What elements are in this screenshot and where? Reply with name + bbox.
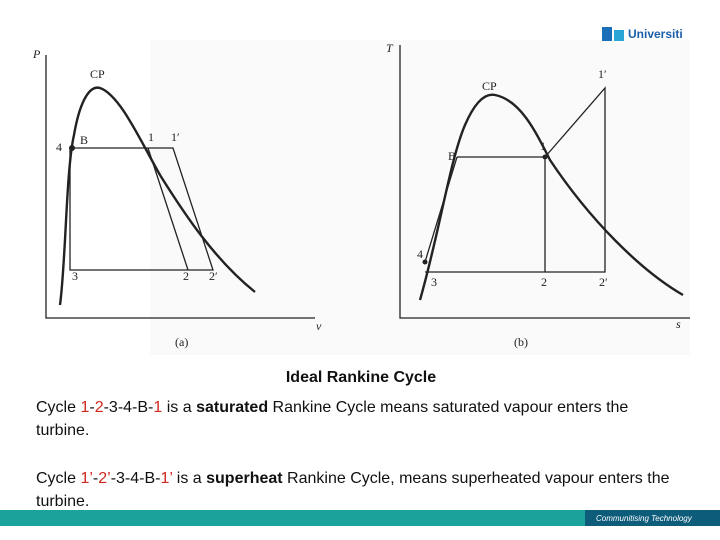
diagram-label: 2′ bbox=[209, 269, 218, 283]
logo-icon bbox=[614, 30, 624, 41]
cycle-superheat bbox=[69, 147, 214, 271]
text-segment: 1 bbox=[153, 399, 163, 416]
text-segment: is a bbox=[162, 399, 197, 416]
text-segment: - bbox=[92, 470, 99, 487]
caption-title: Ideal Rankine Cycle bbox=[285, 369, 437, 386]
diagram-label: 1 bbox=[148, 130, 154, 144]
text-segment: is a bbox=[172, 470, 207, 487]
axes bbox=[399, 45, 690, 319]
saturation-dome bbox=[58, 86, 256, 306]
pump-line bbox=[424, 156, 458, 263]
text-segment: superheat bbox=[206, 470, 283, 487]
diagram-label: 3 bbox=[72, 269, 78, 283]
text-segment: Rankine Cycle means saturated vapour ent… bbox=[36, 399, 629, 439]
footer-text: Communitising Technology bbox=[596, 514, 693, 523]
diagram-label: CP bbox=[90, 67, 105, 81]
axes bbox=[45, 55, 315, 319]
cycle-superheat bbox=[425, 86, 606, 273]
footer-band-dark bbox=[585, 510, 720, 526]
text-segment: Rankine Cycle, means superheated vapour … bbox=[36, 470, 670, 510]
text-segment: Cycle bbox=[36, 470, 81, 487]
diagram-label: B bbox=[80, 133, 88, 147]
text-segment: - bbox=[89, 399, 95, 416]
diagram-label: 3 bbox=[431, 275, 437, 289]
diagram-label: 1′ bbox=[171, 130, 180, 144]
diagram-a bbox=[45, 55, 315, 319]
state-point bbox=[69, 145, 75, 151]
text-segment: 1’ bbox=[160, 470, 173, 487]
diagram-label: 2 bbox=[183, 269, 189, 283]
diagram-label: (b) bbox=[514, 335, 528, 349]
text-segment: -3-4-B- bbox=[103, 399, 154, 416]
state-point bbox=[542, 154, 548, 160]
text-segment: 2’ bbox=[98, 470, 111, 487]
figure-bg bbox=[30, 40, 150, 320]
diagram-label: 2′ bbox=[599, 275, 608, 289]
diagram-label: 1′ bbox=[598, 67, 607, 81]
text-segment: 1 bbox=[80, 399, 90, 416]
diagram-label: 4 bbox=[417, 247, 423, 261]
diagram-label: T bbox=[386, 41, 394, 55]
figure-bg bbox=[150, 40, 690, 355]
text-segment: 1’ bbox=[80, 470, 93, 487]
diagram-label: s bbox=[676, 317, 681, 331]
text-segment: -3-4-B- bbox=[110, 470, 161, 487]
diagram-label: v bbox=[316, 319, 322, 333]
expansion-line bbox=[147, 147, 189, 271]
logo-icon bbox=[602, 27, 612, 41]
paragraph: Cycle 1’-2’-3-4-B-1’ is a superheat Rank… bbox=[36, 467, 686, 513]
text-segment: saturated bbox=[196, 399, 269, 416]
footer-band bbox=[0, 510, 720, 526]
logo-text: Universiti bbox=[628, 27, 683, 41]
diagram-label: P bbox=[32, 47, 41, 61]
diagram-label: 4 bbox=[56, 140, 62, 154]
state-point bbox=[422, 259, 428, 265]
paragraph: Cycle 1-2-3-4-B-1 is a saturated Rankine… bbox=[36, 396, 686, 442]
text-segment: 2 bbox=[94, 399, 104, 416]
diagram-label: B bbox=[448, 149, 456, 163]
diagram-label: (a) bbox=[175, 335, 188, 349]
diagram-label: 2 bbox=[541, 275, 547, 289]
text-segment: Cycle bbox=[36, 399, 81, 416]
diagram-label: CP bbox=[482, 79, 497, 93]
diagram-label: 1 bbox=[540, 139, 546, 153]
